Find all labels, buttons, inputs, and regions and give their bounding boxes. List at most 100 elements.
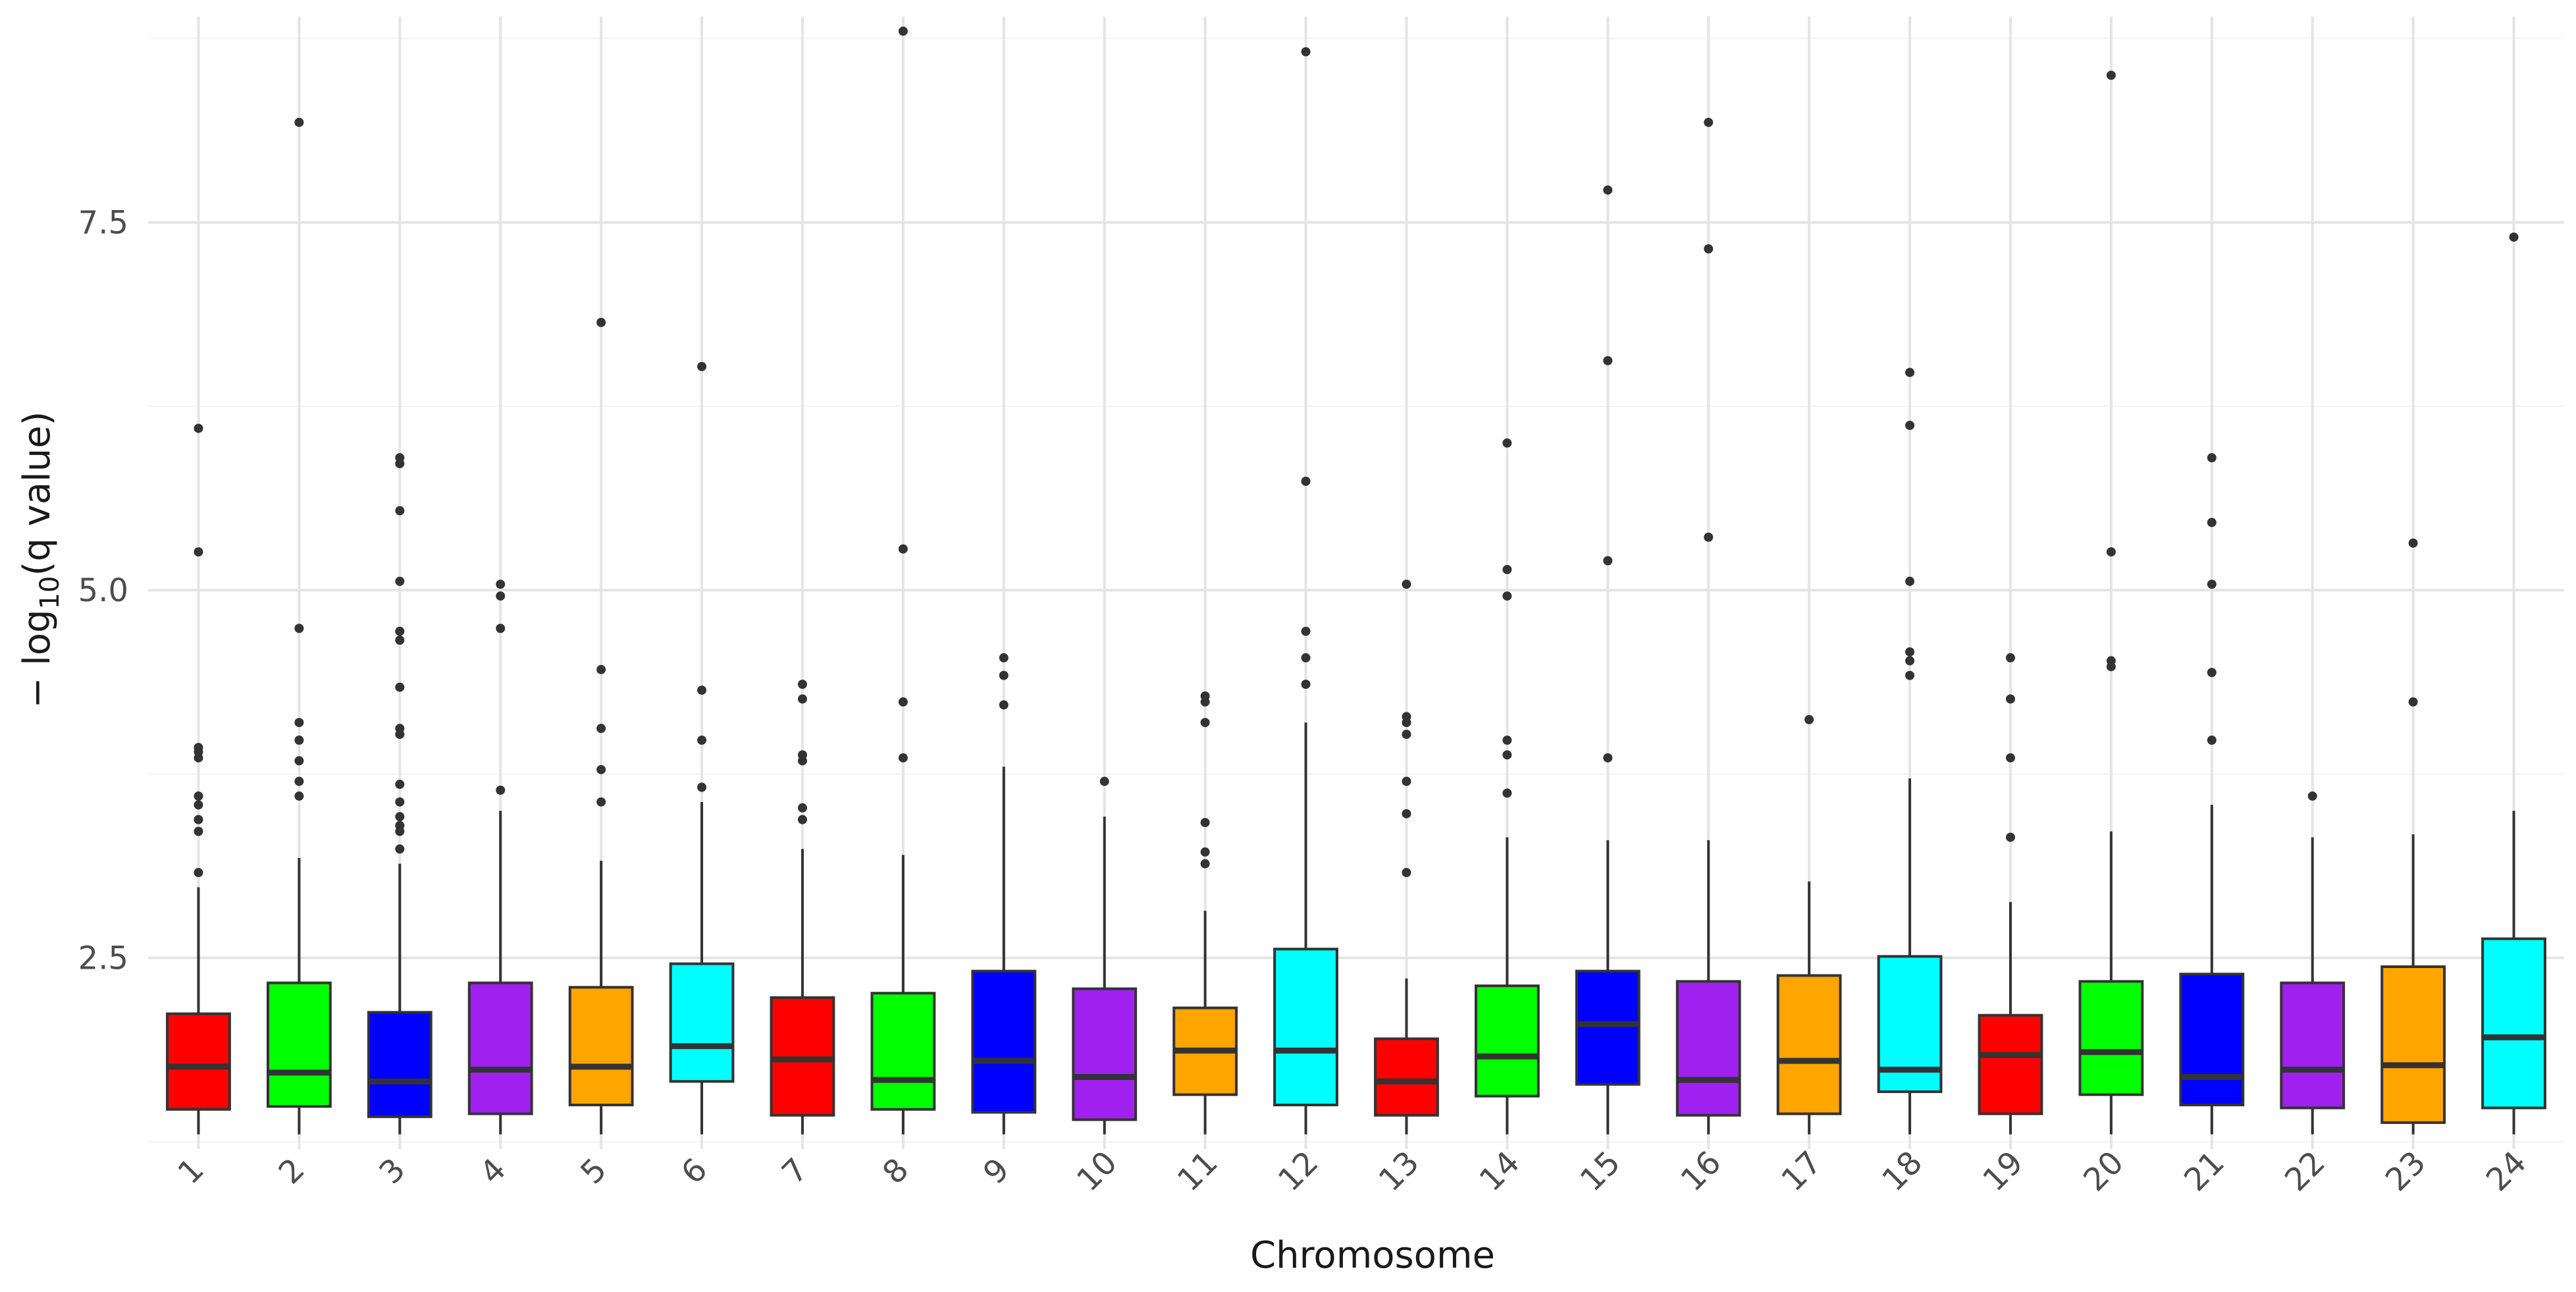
box-iqr [266, 981, 332, 1108]
box-iqr [1474, 984, 1540, 1098]
y-axis-title-suffix: (q value) [16, 411, 59, 576]
outlier-point [596, 664, 606, 674]
outlier-point [2307, 791, 2317, 801]
outlier-point [1402, 809, 1411, 819]
outlier-point [1905, 576, 1915, 586]
outlier-point [1402, 776, 1411, 786]
outlier-point [1905, 647, 1915, 657]
outlier-point [898, 26, 908, 36]
outlier-point [999, 653, 1009, 662]
outlier-point [194, 815, 203, 824]
outlier-point [194, 791, 203, 801]
outlier-point [1603, 753, 1613, 763]
outlier-point [2005, 653, 2015, 662]
outlier-point [1502, 750, 1512, 760]
outlier-point [797, 803, 807, 813]
box-chromosome-18 [1877, 367, 1943, 1135]
outlier-point [697, 362, 707, 371]
box-chromosome-6 [669, 362, 735, 1135]
outlier-point [797, 680, 807, 689]
box-chromosome-10 [1072, 776, 1138, 1135]
outlier-point [1301, 680, 1311, 689]
outlier-point [898, 697, 908, 707]
outlier-point [1402, 579, 1411, 589]
box-iqr [2078, 980, 2144, 1096]
outlier-point [395, 780, 405, 790]
outlier-point [596, 317, 606, 327]
outlier-point [194, 826, 203, 836]
outlier-point [2408, 697, 2418, 707]
outlier-point [2408, 538, 2418, 548]
outlier-point [1402, 712, 1411, 722]
outlier-point [1905, 367, 1915, 377]
outlier-point [596, 765, 606, 774]
outlier-point [2207, 736, 2217, 745]
outlier-point [2005, 832, 2015, 842]
box-chromosome-2 [266, 117, 332, 1135]
outlier-point [496, 624, 506, 633]
outlier-point [294, 736, 304, 745]
outlier-point [395, 453, 405, 463]
outlier-point [1704, 532, 1714, 542]
outlier-point [898, 753, 908, 763]
box-chromosome-24 [2481, 232, 2546, 1135]
outlier-point [395, 682, 405, 692]
box-chromosome-5 [568, 317, 634, 1135]
outlier-point [294, 791, 304, 801]
outlier-point [2509, 232, 2519, 242]
outlier-point [395, 812, 405, 822]
y-axis-ticks: 2.5 5.0 7.5 [78, 205, 128, 977]
outlier-point [294, 117, 304, 127]
outlier-point [1301, 476, 1311, 486]
outlier-point [697, 686, 707, 695]
box-chromosome-11 [1172, 691, 1238, 1135]
outlier-point [1905, 420, 1915, 430]
box-chromosome-22 [2280, 791, 2346, 1135]
outlier-point [395, 844, 405, 854]
outlier-point [395, 724, 405, 734]
box-chromosome-7 [770, 680, 835, 1135]
box-iqr [166, 1012, 231, 1111]
box-iqr [1978, 1013, 2043, 1116]
outlier-point [1905, 656, 1915, 666]
outlier-point [194, 547, 203, 557]
box-iqr [1072, 987, 1138, 1121]
outlier-point [2005, 694, 2015, 704]
outlier-point [194, 868, 203, 878]
outlier-point [395, 635, 405, 645]
box-chromosome-13 [1374, 579, 1439, 1135]
outlier-point [395, 626, 405, 636]
outlier-point [999, 670, 1009, 680]
outlier-point [999, 700, 1009, 710]
box-iqr [1273, 948, 1338, 1106]
outlier-point [2106, 547, 2116, 557]
outlier-point [697, 736, 707, 745]
outlier-point [1603, 556, 1613, 566]
box-iqr [870, 992, 936, 1111]
outlier-point [194, 743, 203, 753]
box-iqr [669, 962, 735, 1083]
boxes [166, 26, 2546, 1135]
outlier-point [596, 724, 606, 734]
outlier-point [797, 694, 807, 704]
box-iqr [1675, 980, 1741, 1117]
outlier-point [1200, 718, 1210, 728]
box-chromosome-14 [1474, 438, 1540, 1135]
outlier-point [496, 785, 506, 795]
box-iqr [2179, 973, 2245, 1106]
x-axis-title: Chromosome [1250, 1234, 1495, 1277]
box-iqr [971, 969, 1037, 1114]
outlier-point [1200, 818, 1210, 828]
box-iqr [1776, 974, 1842, 1116]
outlier-point [294, 756, 304, 766]
outlier-point [1603, 185, 1613, 195]
outlier-point [194, 423, 203, 433]
outlier-point [1502, 736, 1512, 745]
outlier-point [2207, 668, 2217, 678]
outlier-point [2106, 656, 2116, 666]
box-chromosome-17 [1776, 714, 1842, 1135]
box-chromosome-16 [1675, 117, 1741, 1135]
outlier-point [194, 800, 203, 810]
outlier-point [1603, 356, 1613, 365]
